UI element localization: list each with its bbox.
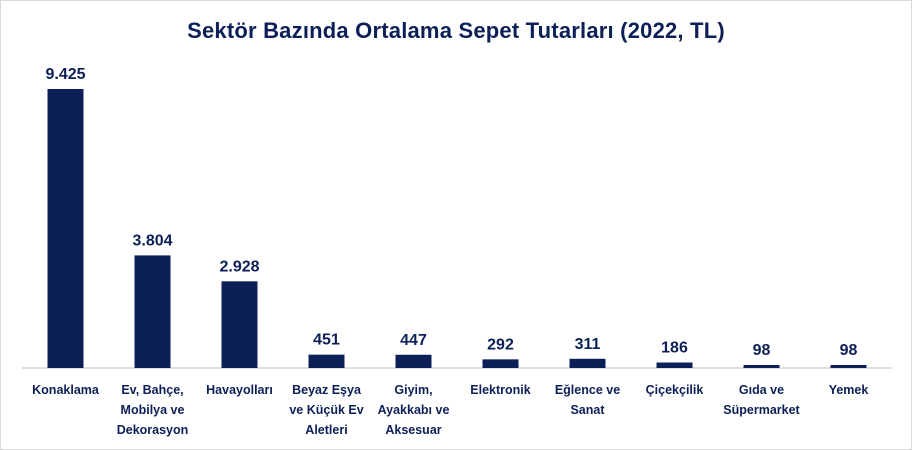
category-label-6-line-0: Eğlence ve: [555, 383, 620, 397]
value-label-4: 447: [400, 332, 427, 349]
value-label-7: 186: [661, 339, 688, 356]
category-label-8-line-1: Süpermarket: [723, 403, 800, 417]
category-label-2-line-0: Havayolları: [206, 383, 273, 397]
category-label-3-line-2: Aletleri: [305, 423, 347, 437]
category-label-4-line-0: Giyim,: [394, 383, 432, 397]
bar-4: [395, 354, 432, 368]
category-label-5-line-0: Elektronik: [470, 383, 530, 397]
bar-7: [656, 362, 693, 368]
bar-8: [743, 365, 780, 368]
bar-9: [830, 365, 867, 368]
category-label-4-line-1: Ayakkabı ve: [378, 403, 450, 417]
bar-0: [47, 89, 84, 368]
category-label-0-line-0: Konaklama: [32, 383, 100, 397]
category-label-7-line-0: Çiçekçilik: [646, 383, 704, 397]
value-label-5: 292: [487, 336, 514, 353]
value-label-3: 451: [313, 332, 340, 349]
category-label-6-line-1: Sanat: [570, 403, 605, 417]
category-label-9-line-0: Yemek: [829, 383, 869, 397]
value-label-2: 2.928: [219, 258, 259, 275]
bar-3: [308, 354, 345, 368]
category-label-3-line-1: ve Küçük Ev: [289, 403, 363, 417]
value-label-9: 98: [840, 342, 858, 359]
value-labels-group: 9.425 3.804 2.928 451 447 292 311 186 98 98: [45, 66, 857, 359]
category-label-1-line-2: Dekorasyon: [117, 423, 189, 437]
bars-group: [47, 89, 867, 368]
value-label-0: 9.425: [45, 66, 85, 83]
category-label-1-line-1: Mobilya ve: [121, 403, 185, 417]
category-label-1-line-0: Ev, Bahçe,: [121, 383, 183, 397]
category-label-4-line-2: Aksesuar: [385, 423, 441, 437]
bar-6: [569, 358, 606, 368]
value-label-1: 3.804: [132, 232, 172, 249]
category-label-3-line-0: Beyaz Eşya: [292, 383, 362, 397]
category-labels-group: Konaklama Ev, Bahçe, Mobilya ve Dekorasyon H…: [32, 383, 868, 437]
bar-2: [221, 281, 258, 368]
bar-1: [134, 255, 171, 368]
chart-title: Sektör Bazında Ortalama Sepet Tutarları …: [187, 18, 725, 43]
value-label-6: 311: [575, 336, 601, 353]
category-label-8-line-0: Gıda ve: [739, 383, 784, 397]
value-label-8: 98: [753, 342, 771, 359]
bar-5: [482, 359, 519, 368]
